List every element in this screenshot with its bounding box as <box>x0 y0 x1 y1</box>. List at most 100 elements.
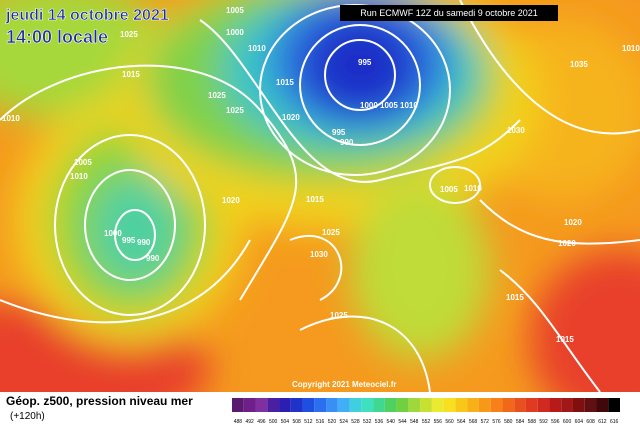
legend-swatch <box>243 398 256 412</box>
legend-label: 588 <box>528 419 537 425</box>
legend-swatch <box>232 398 244 412</box>
legend-swatch <box>455 398 468 412</box>
legend-label: 492 <box>245 419 254 425</box>
legend-swatch <box>537 398 550 412</box>
legend-label: 556 <box>434 419 443 425</box>
legend-label: 496 <box>257 419 266 425</box>
isobar-label: 1010 <box>464 184 482 193</box>
legend-swatch <box>525 398 538 412</box>
legend-swatch <box>290 398 303 412</box>
legend-swatch <box>549 398 562 412</box>
legend-swatch <box>337 398 350 412</box>
legend-label: 612 <box>598 419 607 425</box>
isobar-label: 1025 <box>208 91 226 100</box>
isobar-label: 990 <box>137 238 151 247</box>
isobar-label: 1025 <box>322 228 340 237</box>
legend-swatch <box>443 398 456 412</box>
legend-label: 600 <box>563 419 572 425</box>
legend-lead: (+120h) <box>10 411 45 422</box>
legend-swatch <box>478 398 491 412</box>
legend-swatch <box>314 398 327 412</box>
isobar-label: 1010 <box>70 172 88 181</box>
legend-label: 552 <box>422 419 431 425</box>
legend-label: 528 <box>351 419 360 425</box>
isobar-label: 1015 <box>556 335 574 344</box>
isobar-label: 1000 <box>360 101 378 110</box>
legend-swatch <box>572 398 585 412</box>
legend-swatch <box>349 398 362 412</box>
legend-label: 616 <box>610 419 619 425</box>
isobar-label: 1035 <box>570 60 588 69</box>
legend-label: 596 <box>551 419 560 425</box>
legend-swatch <box>267 398 280 412</box>
copyright: Copyright 2021 Meteociel.fr <box>292 380 396 389</box>
legend-swatch <box>596 398 609 412</box>
legend-swatch <box>302 398 315 412</box>
legend-swatch <box>384 398 397 412</box>
isobar-label: 1015 <box>122 70 140 79</box>
isobar-label: 1020 <box>564 218 582 227</box>
legend-label: 568 <box>469 419 478 425</box>
date: jeudi 14 octobre 2021 <box>5 7 169 24</box>
legend-swatch <box>326 398 338 412</box>
isobar-label: 1020 <box>282 113 300 122</box>
legend-label: 564 <box>457 419 466 425</box>
legend-swatch <box>373 398 385 412</box>
isobar-label: 1000 <box>226 28 244 37</box>
legend-label: 572 <box>481 419 490 425</box>
run: Run ECMWF 12Z du samedi 9 octobre 2021 <box>360 8 538 18</box>
legend-swatch <box>396 398 409 412</box>
isobar-label: 1015 <box>306 195 324 204</box>
legend-label: 584 <box>516 419 525 425</box>
isobar-label: 995 <box>122 236 136 245</box>
isobar-label: 1020 <box>558 239 576 248</box>
legend-label: 500 <box>269 419 278 425</box>
isobar-label: 1025 <box>226 106 244 115</box>
legend-label: 532 <box>363 419 372 425</box>
isobar-label: 1030 <box>507 126 525 135</box>
legend-label: 520 <box>328 419 337 425</box>
legend-label: 608 <box>586 419 595 425</box>
legend-label: 524 <box>340 419 349 425</box>
legend-label: 512 <box>304 419 313 425</box>
legend-label: 576 <box>492 419 501 425</box>
legend-label: 604 <box>575 419 584 425</box>
legend-label: 536 <box>375 419 384 425</box>
legend-label: 592 <box>539 419 548 425</box>
legend-label: 488 <box>234 419 243 425</box>
isobar-label: 1025 <box>330 311 348 320</box>
legend-swatch <box>255 398 268 412</box>
isobar-label: 1000 <box>104 229 122 238</box>
run-box <box>340 5 558 21</box>
legend-label: 544 <box>398 419 407 425</box>
legend-swatch <box>584 398 597 412</box>
legend-label: 516 <box>316 419 325 425</box>
legend-label: 504 <box>281 419 290 425</box>
legend-label: 508 <box>292 419 301 425</box>
isobar-label: 1025 <box>120 30 138 39</box>
isobar-label: 1030 <box>310 250 328 259</box>
legend-swatch <box>502 398 515 412</box>
legend-swatch <box>490 398 503 412</box>
isobar-label: 990 <box>146 254 160 263</box>
legend-swatch <box>431 398 444 412</box>
isobar-label: 995 <box>332 128 346 137</box>
legend-swatch <box>467 398 479 412</box>
isobar-label: 1015 <box>276 78 294 87</box>
legend-swatch <box>561 398 573 412</box>
isobar-label: 1015 <box>506 293 524 302</box>
legend-label: 580 <box>504 419 513 425</box>
legend-swatch <box>408 398 421 412</box>
legend-label: 560 <box>445 419 454 425</box>
legend-label: 548 <box>410 419 419 425</box>
legend-title: Géop. z500, pression niveau mer <box>6 394 193 408</box>
time: 14:00 locale <box>6 27 108 47</box>
isobar-label: 1010 <box>400 101 418 110</box>
isobar-label: 1010 <box>622 44 640 53</box>
isobar-label: 995 <box>358 58 372 67</box>
isobar-label: 1005 <box>380 101 398 110</box>
isobar-label: 1005 <box>440 185 458 194</box>
isobar-label: 990 <box>340 138 354 147</box>
